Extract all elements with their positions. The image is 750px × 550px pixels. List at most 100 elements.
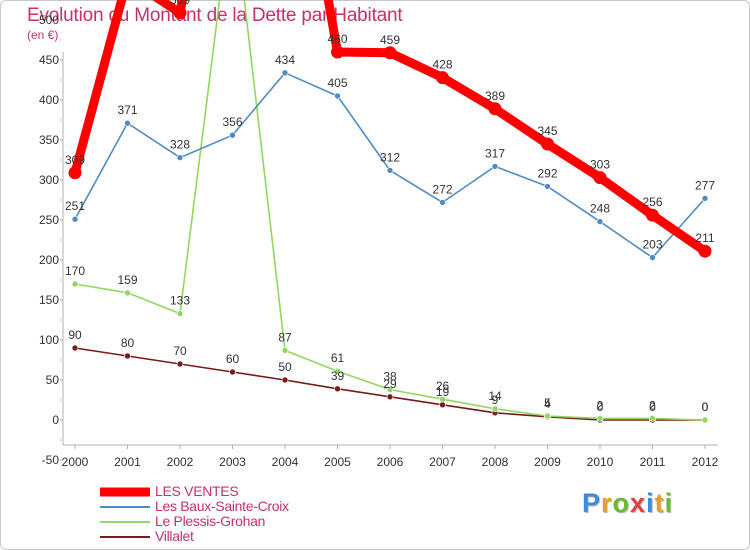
data-label: 277 (695, 178, 715, 192)
data-point (334, 385, 341, 393)
x-tick-label: 2005 (324, 455, 351, 469)
legend-label: Villalet (155, 528, 194, 544)
logo-letter: P (582, 488, 602, 518)
legend-swatch (100, 487, 150, 496)
data-label: 356 (222, 115, 242, 129)
data-point (383, 46, 397, 60)
data-label: 309 (65, 153, 85, 167)
data-label: 50 (278, 360, 292, 374)
data-point (544, 412, 551, 420)
data-label: 509 (170, 0, 190, 7)
data-label: 14 (488, 389, 502, 403)
data-point (71, 215, 79, 223)
x-tick-label: 2008 (482, 455, 509, 469)
data-label: 0 (702, 400, 709, 414)
x-tick-label: 2000 (62, 455, 89, 469)
x-tick-label: 2006 (377, 455, 404, 469)
data-point (71, 344, 79, 352)
y-tick-label: 400 (39, 93, 59, 107)
data-label: 389 (485, 89, 505, 103)
y-tick-label: 200 (39, 253, 59, 267)
legend-swatch (100, 535, 150, 538)
y-tick-label: 250 (39, 213, 59, 227)
data-point (229, 368, 236, 376)
x-tick-label: 2010 (587, 455, 614, 469)
y-tick-label: 300 (39, 173, 59, 187)
data-label: 203 (642, 238, 662, 252)
x-tick-label: 2004 (272, 455, 299, 469)
data-label: 317 (485, 146, 505, 160)
proxiti-logo: Proxiti (582, 488, 673, 519)
legend-swatch (100, 520, 150, 523)
data-label: 434 (275, 53, 295, 67)
y-tick-label: 350 (39, 133, 59, 147)
data-point (436, 71, 449, 85)
data-label: 39 (331, 369, 345, 383)
data-point (176, 310, 184, 317)
data-label: 303 (590, 158, 610, 172)
data-label: 460 (327, 32, 347, 46)
data-point (593, 171, 607, 185)
data-point (701, 416, 709, 424)
logo-letter: o (612, 488, 631, 518)
logo-letter: r (601, 488, 613, 518)
data-label: 2 (597, 398, 604, 412)
data-label: 248 (590, 202, 610, 216)
x-tick-label: 2011 (640, 455, 666, 469)
data-label: 19 (436, 385, 450, 399)
data-point (281, 69, 289, 77)
data-point (386, 393, 394, 401)
data-point (541, 137, 554, 151)
data-point (124, 289, 131, 297)
y-tick-label: 100 (39, 333, 59, 347)
logo-letter: i (646, 488, 655, 518)
data-point (439, 401, 446, 409)
data-label: 292 (537, 166, 557, 180)
data-label: 87 (278, 330, 292, 344)
logo-letter: t (654, 488, 665, 518)
y-tick-label: 500 (39, 13, 59, 27)
y-tick-label: 50 (46, 373, 60, 387)
data-label: 211 (695, 231, 714, 245)
data-label: 26 (436, 379, 450, 393)
data-point (596, 415, 604, 422)
data-label: 70 (173, 344, 187, 358)
data-point (334, 92, 341, 100)
logo-letter: x (630, 488, 647, 518)
x-tick-label: 2002 (167, 455, 194, 469)
data-point (386, 386, 394, 393)
data-point (176, 360, 184, 368)
data-point (491, 405, 499, 413)
series-line-1 (74, 72, 706, 259)
data-point (386, 167, 394, 174)
data-label: 61 (331, 351, 345, 365)
data-label: 345 (537, 124, 557, 138)
data-point (649, 415, 656, 422)
data-label: 2 (649, 398, 656, 412)
data-label: 0 (597, 400, 604, 414)
data-label: 38 (383, 370, 397, 384)
data-label: 328 (170, 138, 190, 152)
x-tick-label: 2009 (534, 455, 561, 469)
x-tick-label: 2012 (692, 455, 719, 469)
data-point (281, 347, 289, 354)
data-point (596, 218, 604, 225)
x-tick-label: 2001 (114, 455, 141, 469)
data-label: 159 (117, 273, 137, 287)
data-label: 0 (649, 400, 656, 414)
data-label: 428 (432, 58, 452, 72)
y-tick-label: 450 (39, 53, 59, 67)
data-point (439, 199, 446, 206)
data-point (488, 102, 502, 116)
data-point (176, 154, 184, 161)
data-label: 9 (492, 393, 499, 407)
data-point (68, 166, 82, 180)
data-label: 0 (702, 400, 709, 414)
data-label: 272 (432, 182, 452, 196)
data-point (281, 376, 289, 384)
data-label: 371 (117, 103, 137, 117)
data-point (173, 6, 187, 20)
y-tick-label: -50 (42, 453, 60, 467)
